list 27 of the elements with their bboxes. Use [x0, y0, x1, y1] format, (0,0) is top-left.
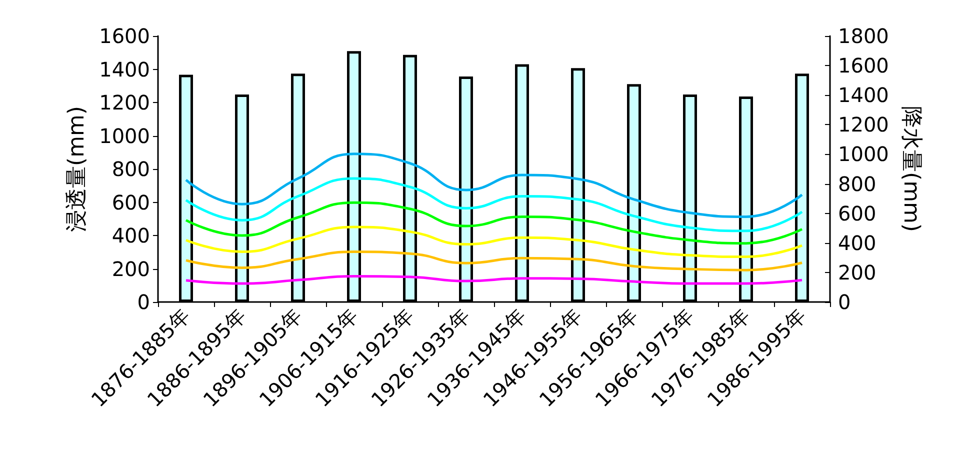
y-tick-label: 800	[112, 157, 150, 181]
y-tick-label: 1600	[99, 24, 150, 48]
y2-tick-label: 1800	[838, 24, 889, 48]
y2-tick-label: 1000	[838, 142, 889, 166]
y-tick-label: 1000	[99, 124, 150, 148]
y2-tick-label: 0	[838, 290, 851, 314]
line-series	[184, 274, 804, 285]
y-tick-label: 0	[137, 290, 150, 314]
y2-tick-label: 400	[838, 230, 876, 255]
y-tick-label: 1400	[99, 57, 150, 82]
line-series	[184, 152, 804, 218]
y2-tick-label: 600	[838, 201, 876, 226]
y-tick-label: 1200	[99, 90, 150, 114]
y2-tick-label: 1200	[838, 112, 889, 137]
line-series	[184, 226, 804, 258]
y-tick-label: 200	[112, 256, 150, 281]
y-tick-label: 600	[112, 190, 150, 214]
y2-tick-label: 200	[838, 260, 876, 284]
line-series	[184, 177, 804, 232]
y2-tick-label: 1400	[838, 83, 889, 108]
y2-tick-label: 800	[838, 172, 876, 196]
y-tick-label: 400	[112, 224, 150, 248]
line-series	[184, 250, 804, 272]
line-series	[184, 201, 804, 245]
y2-axis-title: 降水量(mm)	[898, 106, 924, 232]
y-axis-title: 浸透量(mm)	[64, 106, 90, 232]
y2-tick-label: 1600	[838, 54, 889, 78]
